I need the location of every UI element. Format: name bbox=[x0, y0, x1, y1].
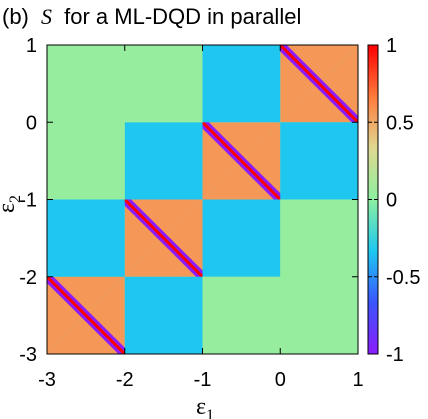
cell-fill bbox=[124, 45, 203, 123]
colorbar-tick-label: 1 bbox=[386, 35, 397, 57]
heatmap-cell-cross bbox=[124, 276, 203, 354]
x-tick-label: 1 bbox=[352, 369, 363, 391]
y-axis-label-symbol: ε bbox=[0, 203, 20, 213]
x-axis-label-subscript: 1 bbox=[206, 407, 214, 419]
cell-fill bbox=[124, 122, 203, 200]
cell-fill bbox=[47, 45, 125, 123]
y-tick-label: -2 bbox=[19, 267, 37, 289]
heatmap-cell-background bbox=[47, 122, 125, 200]
title-prefix: (b) bbox=[2, 4, 29, 29]
colorbar-tick-label: -1 bbox=[386, 344, 404, 366]
cell-fill bbox=[47, 199, 125, 277]
y-tick-label: 1 bbox=[26, 35, 37, 57]
cell-fill bbox=[280, 199, 358, 277]
heatmap-cell-cross bbox=[124, 122, 203, 200]
cell-fill bbox=[202, 199, 281, 277]
y-axis-label: ε2 bbox=[0, 195, 24, 213]
heatmap-cell-background bbox=[280, 276, 358, 354]
heatmap-cell-diagonal bbox=[47, 273, 128, 354]
heatmap-cell-background bbox=[280, 199, 358, 277]
heatmap-plot-area bbox=[47, 45, 358, 354]
heatmap-cell-cross bbox=[280, 122, 358, 200]
x-tick-label: 0 bbox=[275, 369, 286, 391]
heatmap-cell-background bbox=[202, 276, 281, 354]
y-tick-label: -3 bbox=[19, 344, 37, 366]
cell-resonance-core bbox=[279, 45, 358, 124]
heatmap-cell-background bbox=[47, 45, 125, 123]
cell-resonance-core bbox=[201, 121, 282, 201]
cell-fill bbox=[202, 45, 281, 123]
cell-resonance-core bbox=[47, 275, 126, 354]
heatmap-cell-cross bbox=[202, 199, 281, 277]
heatmap-cell-cross bbox=[202, 45, 281, 123]
colorbar-tick-label: 0 bbox=[386, 190, 397, 212]
cell-fill bbox=[202, 276, 281, 354]
y-tick-label: 0 bbox=[26, 112, 37, 134]
x-axis-label: ε1 bbox=[196, 394, 214, 419]
x-axis-ticks: -3 -2 -1 0 1 bbox=[38, 45, 364, 391]
colorbar-tick-label: -0.5 bbox=[386, 267, 420, 289]
x-axis-label-symbol: ε bbox=[196, 394, 206, 419]
cell-fill bbox=[280, 276, 358, 354]
x-tick-label: -1 bbox=[194, 369, 212, 391]
colorbar-ticks: 1 0.5 0 -0.5 -1 bbox=[368, 35, 420, 366]
cell-fill bbox=[124, 276, 203, 354]
x-tick-label: -3 bbox=[38, 369, 56, 391]
heatmap-cell-background bbox=[124, 45, 203, 123]
colorbar: 1 0.5 0 -0.5 -1 bbox=[367, 35, 420, 366]
cell-resonance-core bbox=[123, 198, 204, 278]
heatmap-cell-diagonal bbox=[199, 119, 284, 203]
cell-fill bbox=[280, 122, 358, 200]
heatmap-cells bbox=[47, 45, 358, 354]
y-axis-label-subscript: 2 bbox=[7, 195, 24, 203]
heatmap-cell-diagonal bbox=[277, 45, 358, 126]
y-axis-ticks: -3 -2 -1 0 1 bbox=[19, 35, 358, 366]
chart-title: (b) S for a ML-DQD in parallel bbox=[2, 4, 301, 29]
heatmap-cell-diagonal bbox=[121, 196, 206, 280]
title-suffix: for a ML-DQD in parallel bbox=[64, 4, 301, 29]
heatmap-cell-cross bbox=[47, 199, 125, 277]
cell-fill bbox=[47, 122, 125, 200]
x-tick-label: -2 bbox=[116, 369, 134, 391]
title-symbol: S bbox=[41, 4, 52, 29]
colorbar-tick-label: 0.5 bbox=[386, 112, 414, 134]
y-tick-label: -1 bbox=[19, 190, 37, 212]
